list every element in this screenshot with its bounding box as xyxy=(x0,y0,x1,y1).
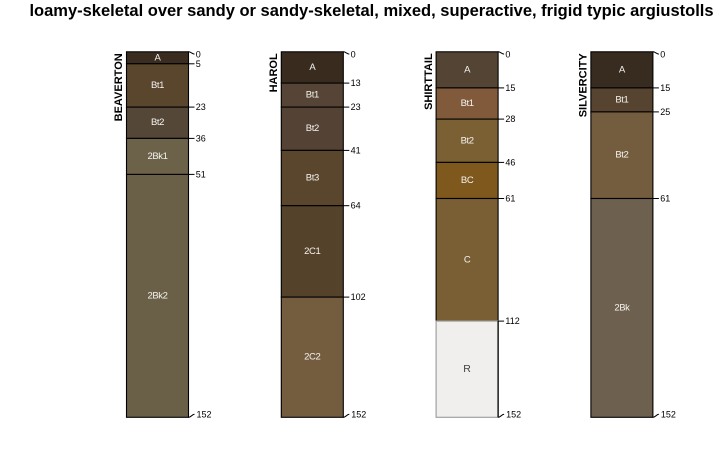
svg-text:Bt1: Bt1 xyxy=(306,90,319,101)
svg-text:A: A xyxy=(155,52,162,63)
svg-text:41: 41 xyxy=(351,145,361,155)
svg-text:0: 0 xyxy=(196,49,201,59)
svg-text:152: 152 xyxy=(351,410,366,420)
svg-text:13: 13 xyxy=(351,78,361,88)
svg-text:25: 25 xyxy=(660,107,670,117)
svg-text:36: 36 xyxy=(196,133,206,143)
svg-text:BEAVERTON: BEAVERTON xyxy=(113,53,125,121)
svg-text:0: 0 xyxy=(351,49,356,59)
svg-text:C: C xyxy=(464,254,471,265)
svg-text:2Bk2: 2Bk2 xyxy=(147,290,167,301)
svg-text:A: A xyxy=(309,62,316,73)
svg-text:Bt2: Bt2 xyxy=(615,150,628,161)
svg-text:152: 152 xyxy=(506,410,521,420)
svg-text:BC: BC xyxy=(461,175,474,186)
svg-text:0: 0 xyxy=(660,49,665,59)
svg-text:A: A xyxy=(619,64,626,75)
svg-text:2Bk1: 2Bk1 xyxy=(147,151,167,162)
svg-text:23: 23 xyxy=(351,102,361,112)
svg-text:51: 51 xyxy=(196,169,206,179)
svg-text:5: 5 xyxy=(196,59,201,69)
svg-text:HAROL: HAROL xyxy=(268,53,280,92)
svg-text:0: 0 xyxy=(505,49,510,59)
svg-text:15: 15 xyxy=(660,83,670,93)
svg-text:15: 15 xyxy=(505,83,515,93)
svg-text:Bt1: Bt1 xyxy=(461,98,474,109)
svg-text:SHIRTTAIL: SHIRTTAIL xyxy=(423,53,435,110)
svg-text:loamy-skeletal over sandy or s: loamy-skeletal over sandy or sandy-skele… xyxy=(29,2,713,20)
svg-text:Bt1: Bt1 xyxy=(151,80,164,91)
svg-text:Bt2: Bt2 xyxy=(461,135,474,146)
svg-text:152: 152 xyxy=(661,410,676,420)
svg-text:152: 152 xyxy=(197,410,212,420)
svg-text:28: 28 xyxy=(505,114,515,124)
svg-text:Bt2: Bt2 xyxy=(151,117,164,128)
svg-text:Bt1: Bt1 xyxy=(615,94,628,105)
svg-text:Bt2: Bt2 xyxy=(306,123,319,134)
svg-text:2C2: 2C2 xyxy=(304,352,320,363)
svg-text:R: R xyxy=(463,363,471,375)
svg-text:112: 112 xyxy=(505,316,519,326)
svg-text:2Bk: 2Bk xyxy=(614,302,630,313)
svg-text:61: 61 xyxy=(505,194,515,204)
svg-text:A: A xyxy=(464,64,471,75)
svg-text:46: 46 xyxy=(505,157,515,167)
svg-text:102: 102 xyxy=(351,292,366,302)
svg-text:SILVERCITY: SILVERCITY xyxy=(578,53,590,118)
svg-text:23: 23 xyxy=(196,102,206,112)
svg-text:64: 64 xyxy=(351,201,361,211)
svg-text:Bt3: Bt3 xyxy=(306,173,319,184)
svg-text:2C1: 2C1 xyxy=(304,246,320,257)
svg-text:61: 61 xyxy=(660,194,670,204)
